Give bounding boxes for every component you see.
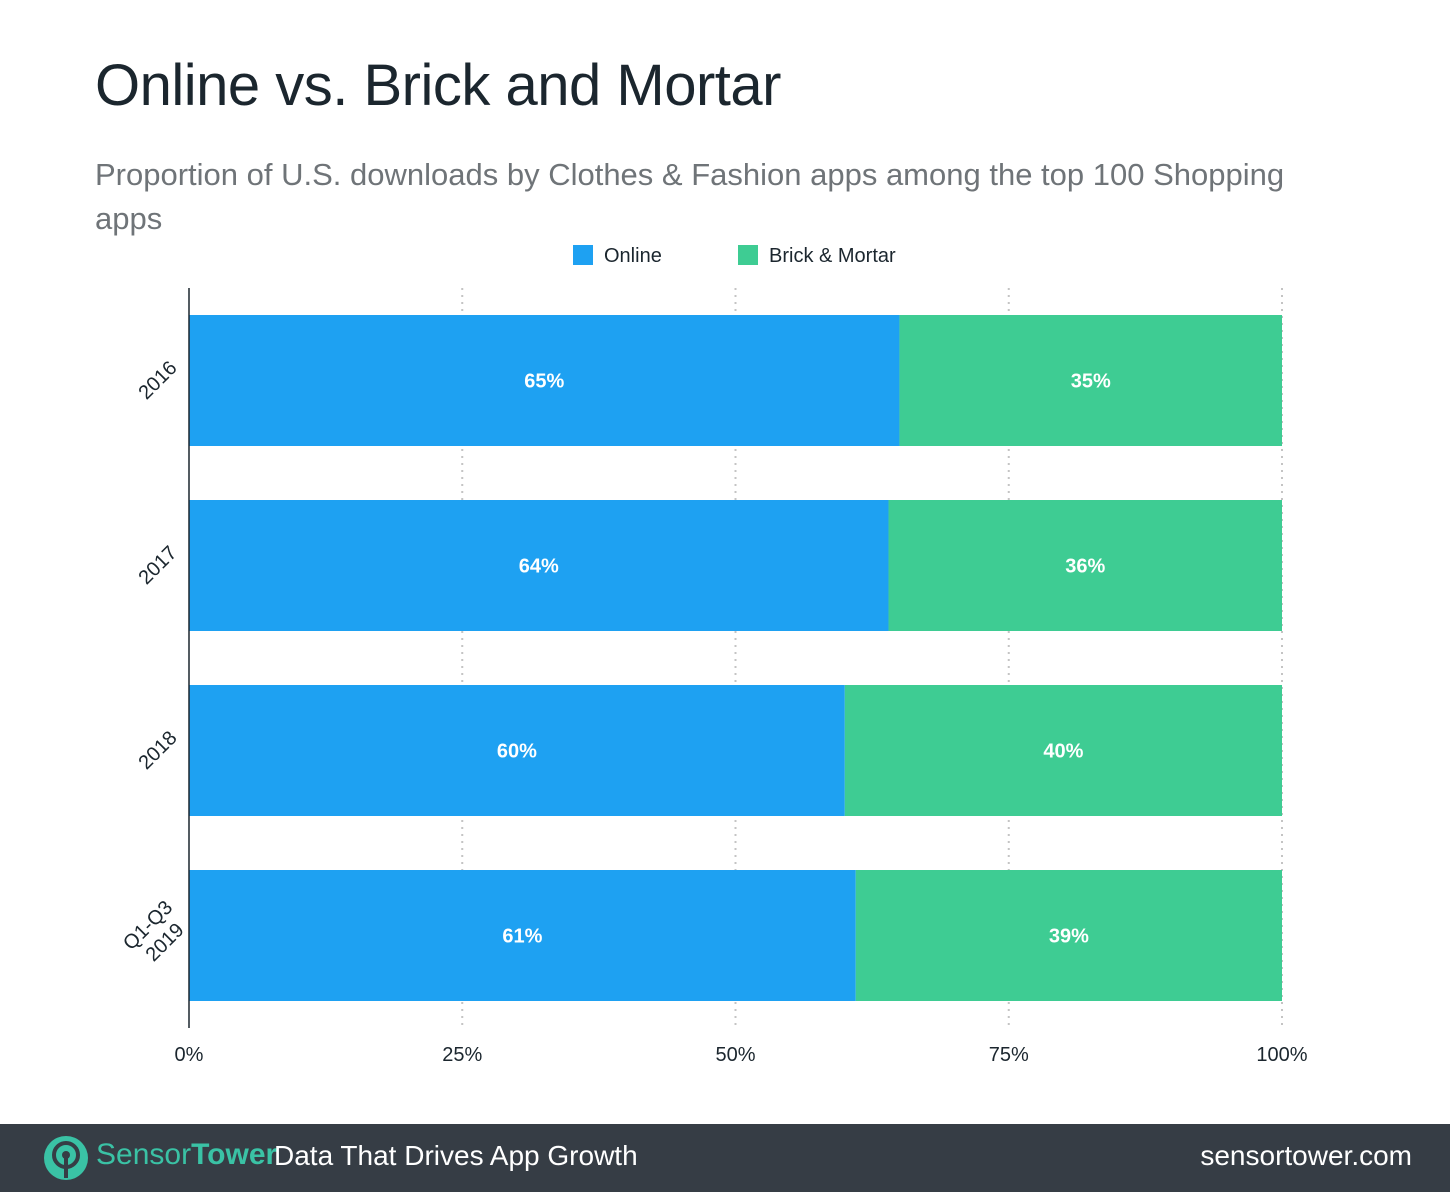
y-tick-label: 2017 (134, 542, 181, 589)
x-tick-label: 25% (442, 1044, 482, 1066)
data-label: 65% (524, 371, 564, 393)
x-tick-label: 75% (989, 1044, 1029, 1066)
bar-brick-mortar (855, 870, 1282, 1001)
sensortower-logo-icon (44, 1136, 88, 1180)
footer-bar: SensorTower Data That Drives App Growth … (0, 1124, 1450, 1192)
y-tick-label: 2016 (134, 357, 181, 404)
legend-label: Brick & Mortar (769, 245, 896, 267)
chart-subtitle: Proportion of U.S. downloads by Clothes … (95, 157, 1285, 236)
data-label: 39% (1049, 926, 1089, 948)
logo-word-tower: Tower (191, 1138, 278, 1171)
y-tick-label: 2018 (134, 727, 181, 774)
logo-word-sensor: Sensor (96, 1138, 192, 1171)
stacked-bar-chart: 65% 35% 2016 64% 36% 2017 60% 40% 2018 61% 39% Q1-Q… (119, 245, 1308, 1066)
bar-online (189, 500, 889, 631)
footer-website: sensortower.com (1200, 1140, 1412, 1171)
bar-online (189, 685, 845, 816)
sensortower-logo-text: SensorTower (96, 1138, 277, 1172)
y-tick-label: Q1-Q32019 (119, 897, 194, 972)
x-tick-label: 50% (715, 1044, 755, 1066)
legend-swatch-online (573, 245, 593, 265)
bar-brick-mortar (844, 685, 1282, 816)
legend-swatch-brick-mortar (738, 245, 758, 265)
bar-brick-mortar (888, 500, 1282, 631)
bar-online (189, 870, 856, 1001)
data-label: 36% (1065, 556, 1105, 578)
x-tick-label: 0% (175, 1044, 204, 1066)
bar-online (189, 315, 900, 446)
data-label: 64% (519, 556, 559, 578)
footer-tagline: Data That Drives App Growth (274, 1140, 638, 1171)
legend-label: Online (604, 245, 662, 267)
x-tick-label: 100% (1256, 1044, 1307, 1066)
data-label: 35% (1071, 371, 1111, 393)
data-label: 61% (502, 926, 542, 948)
bar-brick-mortar (899, 315, 1282, 446)
data-label: 40% (1043, 741, 1083, 763)
data-label: 60% (497, 741, 537, 763)
chart-title: Online vs. Brick and Mortar (95, 53, 781, 118)
